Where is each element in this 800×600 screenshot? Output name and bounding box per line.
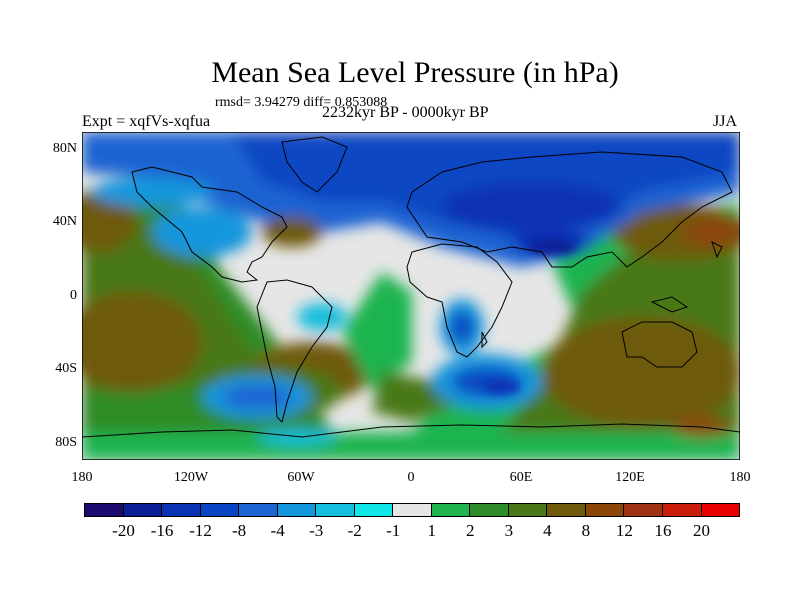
period-label: 2232kyr BP - 0000kyr BP: [322, 104, 489, 121]
lon-label-60e: 60E: [509, 470, 533, 485]
coast-north-america: [131, 166, 288, 283]
colorbar-swatch: [315, 503, 355, 517]
rmsd-diff-stats: rmsd= 3.94279 diff= 0.853088: [215, 95, 388, 110]
colorbar-label: 2: [466, 521, 475, 540]
colorbar-label: 1: [427, 521, 437, 540]
coast-greenland: [281, 136, 348, 193]
colorbar-label: 16: [654, 521, 672, 540]
lat-label-40s: 40S: [55, 361, 77, 376]
colorbar-label: -20: [112, 521, 135, 540]
lon-label-0: 0: [407, 470, 415, 485]
coast-africa: [406, 243, 513, 358]
field-eurasia-low: [442, 182, 622, 232]
coastlines: [82, 136, 740, 438]
colorbar-label: -2: [347, 521, 362, 540]
lat-label-80n: 80N: [52, 141, 77, 156]
colorbar-label: -12: [189, 521, 212, 540]
colorbar-swatch: [546, 503, 586, 517]
lat-label-0: 0: [70, 288, 77, 303]
field-pacific-nw-high: [82, 192, 137, 252]
colorbar-swatch: [392, 503, 432, 517]
lon-label-120w: 120W: [173, 470, 209, 485]
colorbar-label: 12: [615, 521, 633, 540]
field-east-high: [542, 317, 740, 427]
colorbar-label: 4: [543, 521, 552, 540]
coast-australia: [621, 321, 698, 368]
colorbar-label: -1: [386, 521, 401, 540]
coast-south-america: [256, 279, 333, 423]
colorbar-swatch: [623, 503, 663, 517]
colorbar-swatch: [84, 503, 124, 517]
colorbar-label: -4: [270, 521, 285, 540]
pressure-anomaly-map: [82, 132, 740, 460]
map-title: Mean Sea Level Pressure (in hPa): [211, 56, 619, 89]
colorbar-label: 8: [581, 521, 591, 540]
colorbar-swatch: [584, 503, 625, 517]
colorbar-swatch: [353, 503, 394, 517]
lon-label-180e: 180: [729, 470, 751, 485]
experiment-label: Expt = xqfVs-xqfua: [82, 113, 211, 130]
colorbar-label: -8: [232, 521, 247, 540]
lon-label-180w: 180: [71, 470, 93, 485]
colorbar-label: 3: [504, 521, 514, 540]
coast-eurasia: [406, 151, 733, 268]
coast-antarctica: [82, 423, 740, 438]
field-pacific-high: [82, 292, 202, 392]
lon-label-60w: 60W: [287, 470, 315, 485]
colorbar-swatch: [122, 503, 163, 517]
colorbar-swatch: [238, 503, 278, 517]
colorbar-swatch: [507, 503, 548, 517]
colorbar-swatch: [661, 503, 702, 517]
field-atlantic-high: [262, 217, 322, 247]
colorbar-swatch: [430, 503, 471, 517]
colorbar-label: 20: [692, 521, 710, 540]
colorbar-label: -3: [309, 521, 324, 540]
colorbar: [84, 503, 741, 517]
field-asia-high: [612, 204, 740, 260]
lon-label-120e: 120E: [615, 470, 645, 485]
season-label: JJA: [713, 113, 738, 130]
colorbar-label: -16: [150, 521, 174, 540]
field-antarctic-strip: [82, 432, 740, 460]
colorbar-swatch: [276, 503, 317, 517]
colorbar-swatch: [700, 503, 741, 517]
lat-label-80s: 80S: [55, 435, 77, 450]
colorbar-swatch: [199, 503, 240, 517]
lat-label-40n: 40N: [52, 214, 77, 229]
colorbar-swatch: [161, 503, 201, 517]
colorbar-swatch: [469, 503, 509, 517]
